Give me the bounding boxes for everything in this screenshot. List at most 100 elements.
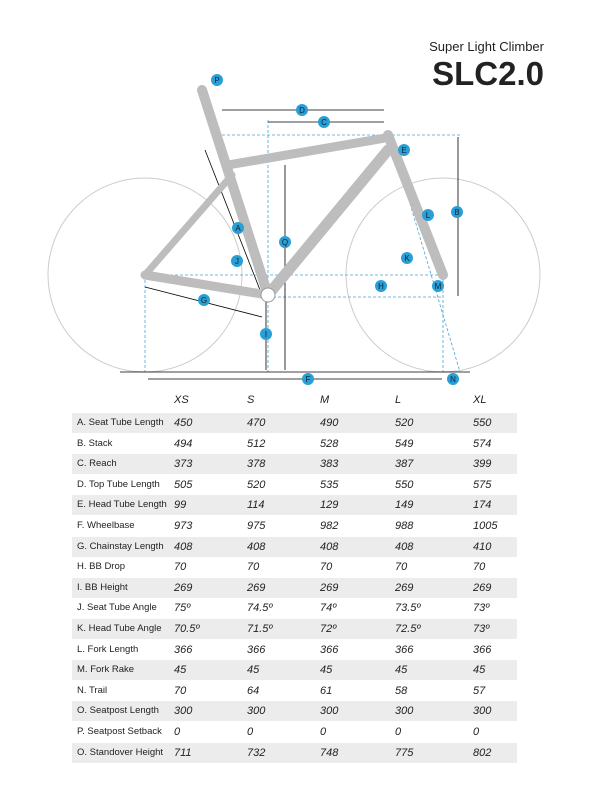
cell-value: 269 bbox=[395, 581, 414, 594]
cell-value: 490 bbox=[320, 417, 339, 429]
badge-label: Q bbox=[282, 238, 288, 247]
badge-label: H bbox=[378, 282, 384, 291]
row-label: O. Standover Height bbox=[77, 746, 164, 758]
cell-value: 505 bbox=[174, 478, 193, 491]
cell-value: 45 bbox=[320, 664, 333, 677]
badge bbox=[447, 373, 459, 385]
table-row: O. Standover Height 711 732 748 775 802 bbox=[72, 742, 517, 763]
row-label: D. Top Tube Length bbox=[77, 478, 160, 490]
badge bbox=[422, 209, 434, 221]
badge-label: C bbox=[321, 118, 327, 127]
cell-value: 408 bbox=[174, 540, 193, 553]
cell-value: 99 bbox=[174, 499, 187, 512]
cell-value: 378 bbox=[247, 458, 266, 471]
cell-value: 988 bbox=[395, 520, 414, 532]
cell-value: 494 bbox=[174, 437, 193, 450]
badge-label: D bbox=[299, 106, 305, 115]
badge bbox=[211, 74, 223, 86]
cell-value: 0 bbox=[320, 726, 327, 738]
row-label: L. Fork Length bbox=[77, 643, 139, 655]
badge-label: L bbox=[426, 211, 431, 220]
row-label: J. Seat Tube Angle bbox=[77, 602, 157, 614]
cell-value: 75º bbox=[174, 602, 191, 615]
cell-value: 535 bbox=[320, 478, 339, 491]
cell-value: 70 bbox=[320, 561, 333, 574]
row-label: O. Seatpost Length bbox=[77, 705, 159, 717]
column-header: S bbox=[247, 394, 255, 406]
cell-value: 410 bbox=[473, 540, 492, 553]
cell-value: 748 bbox=[320, 746, 339, 759]
badge-label: B bbox=[454, 208, 459, 217]
cell-value: 366 bbox=[320, 643, 339, 656]
cell-value: 70 bbox=[473, 561, 486, 574]
cell-value: 72.5º bbox=[395, 623, 421, 635]
row-label: M. Fork Rake bbox=[77, 664, 135, 676]
cell-value: 0 bbox=[247, 726, 254, 738]
badge-label: F bbox=[306, 375, 311, 384]
table-row: L. Fork Length 366 366 366 366 366 bbox=[72, 640, 517, 660]
cell-value: 71.5º bbox=[247, 623, 273, 635]
badge-label: M bbox=[435, 282, 442, 291]
badge-label: N bbox=[450, 375, 456, 384]
cell-value: 520 bbox=[395, 417, 414, 429]
cell-value: 366 bbox=[473, 643, 492, 656]
cell-value: 70 bbox=[395, 561, 408, 574]
cell-value: 470 bbox=[247, 417, 266, 429]
badge bbox=[401, 252, 413, 264]
cell-value: 45 bbox=[247, 664, 260, 677]
column-header: XL bbox=[473, 394, 487, 406]
row-label: P. Seatpost Setback bbox=[77, 726, 162, 737]
cell-value: 64 bbox=[247, 684, 260, 697]
cell-value: 0 bbox=[174, 726, 181, 738]
cell-value: 114 bbox=[247, 499, 265, 512]
title: SLC2.0 bbox=[432, 55, 544, 92]
table-row: E. Head Tube Length 99 114 129 149 174 bbox=[72, 495, 517, 516]
row-label: N. Trail bbox=[77, 684, 108, 696]
row-label: G. Chainstay Length bbox=[77, 540, 164, 552]
table-row: C. Reach 373 378 383 387 399 bbox=[72, 454, 517, 475]
cell-value: 70.5º bbox=[174, 623, 200, 635]
column-header: XS bbox=[174, 394, 189, 406]
cell-value: 975 bbox=[247, 520, 266, 532]
cell-value: 366 bbox=[247, 643, 266, 656]
badge bbox=[260, 328, 272, 340]
column-header: L bbox=[395, 394, 402, 406]
cell-value: 45 bbox=[395, 664, 408, 677]
cell-value: 0 bbox=[395, 726, 402, 738]
cell-value: 70 bbox=[247, 561, 260, 574]
badge-label: A bbox=[235, 224, 241, 233]
cell-value: 732 bbox=[247, 746, 266, 759]
cell-value: 45 bbox=[473, 664, 486, 677]
cell-value: 57 bbox=[473, 684, 486, 697]
cell-value: 383 bbox=[320, 458, 339, 471]
cell-value: 300 bbox=[395, 705, 414, 718]
badge bbox=[232, 222, 244, 234]
cell-value: 550 bbox=[395, 478, 414, 491]
badge-label: J bbox=[235, 257, 239, 266]
row-label: F. Wheelbase bbox=[77, 520, 135, 531]
cell-value: 70 bbox=[174, 684, 187, 697]
subtitle: Super Light Climber bbox=[429, 39, 544, 54]
badge bbox=[451, 206, 463, 218]
cell-value: 129 bbox=[320, 499, 339, 512]
cell-value: 45 bbox=[174, 664, 187, 677]
badge bbox=[398, 144, 410, 156]
cell-value: 408 bbox=[247, 540, 266, 553]
cell-value: 575 bbox=[473, 478, 492, 491]
table-row: J. Seat Tube Angle 75º 74.5º 74º 73.5º 73º bbox=[72, 598, 517, 618]
table-row: G. Chainstay Length 408 408 408 408 410 bbox=[72, 536, 517, 557]
row-label: A. Seat Tube Length bbox=[77, 417, 164, 428]
cell-value: 149 bbox=[395, 499, 414, 512]
cell-value: 549 bbox=[395, 437, 414, 450]
cell-value: 269 bbox=[174, 581, 193, 594]
cell-value: 300 bbox=[473, 705, 492, 718]
cell-value: 0 bbox=[473, 726, 480, 738]
cell-value: 373 bbox=[174, 458, 193, 471]
cell-value: 61 bbox=[320, 684, 333, 697]
table-row: A. Seat Tube Length 450 470 490 520 550 bbox=[72, 413, 517, 433]
badge-label: E bbox=[401, 146, 406, 155]
column-header: M bbox=[320, 394, 330, 406]
row-label: C. Reach bbox=[77, 458, 117, 470]
badge bbox=[231, 255, 243, 267]
cell-value: 802 bbox=[473, 746, 492, 759]
